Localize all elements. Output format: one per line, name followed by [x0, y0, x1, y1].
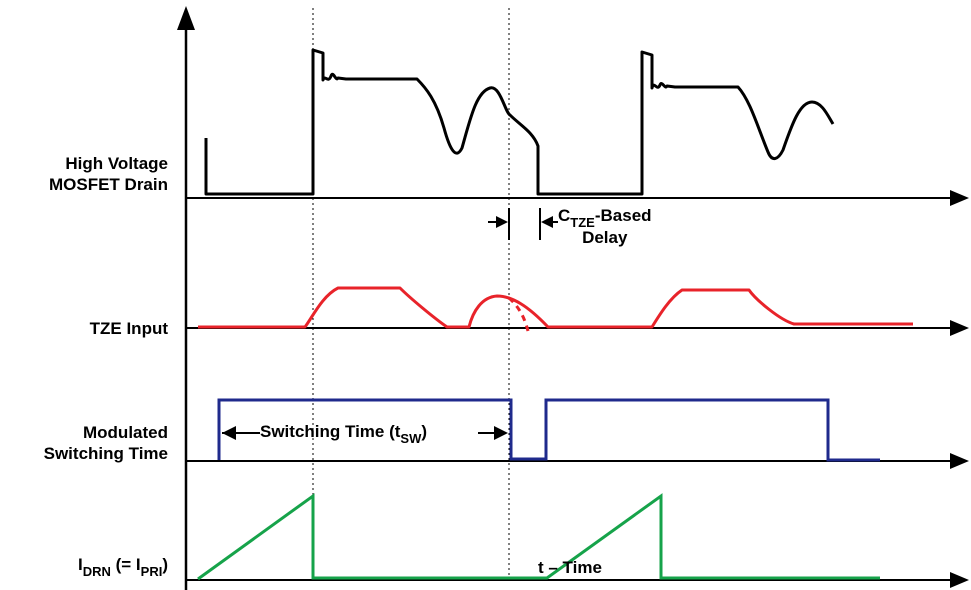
label-idrn-sub: DRN [82, 564, 111, 579]
idrn-waveform [197, 493, 880, 581]
tze-waveform [198, 286, 913, 329]
switching-time-arrow-left [222, 426, 260, 440]
delay-rest: -Based [594, 206, 652, 225]
baseline-modulated [186, 453, 969, 469]
tze-waveform-dashed [507, 296, 530, 332]
switching-time-text: Switching Time (t [260, 422, 401, 441]
label-modulated: Modulated Switching Time [44, 422, 168, 464]
delay-arrow-right [539, 208, 558, 240]
delay-c: C [558, 206, 571, 225]
drain-waveform-cycle-1 [204, 48, 835, 196]
switching-time-sub: SW [400, 431, 422, 446]
delay-c-sub: TZE [570, 215, 595, 230]
label-idrn-end: ) [162, 555, 168, 574]
label-modulated-line-1: Modulated [83, 423, 168, 442]
label-tze-text: TZE Input [89, 319, 168, 338]
label-drain-line-2: MOSFET Drain [48, 175, 168, 194]
delay-annotation-line-1: CTZE-Based [558, 206, 652, 230]
label-idrn-sub2: PRI [140, 564, 163, 579]
modulated-waveform [217, 398, 880, 462]
baseline-drain [186, 190, 969, 206]
x-axis-label: t – Time [538, 558, 602, 577]
label-modulated-line-2: Switching Time [43, 444, 168, 463]
switching-time-arrow-right [478, 426, 508, 440]
delay-arrow-left [488, 208, 510, 240]
y-axis-arrowhead [177, 6, 195, 30]
delay-annotation: CTZE-Based Delay [558, 206, 652, 248]
label-idrn: IDRN (= IPRI) [77, 554, 168, 579]
baseline-idrn [186, 572, 969, 588]
switching-time-end: ) [421, 422, 428, 441]
label-idrn-main: I [77, 555, 83, 574]
label-drain: High Voltage MOSFET Drain [49, 153, 168, 195]
switching-time-annotation: Switching Time (tSW) [260, 422, 428, 446]
label-idrn-mid: (= I [110, 555, 141, 574]
label-tze: TZE Input [90, 318, 168, 339]
delay-annotation-line-2: Delay [582, 228, 628, 247]
label-drain-line-1: High Voltage [65, 154, 168, 173]
